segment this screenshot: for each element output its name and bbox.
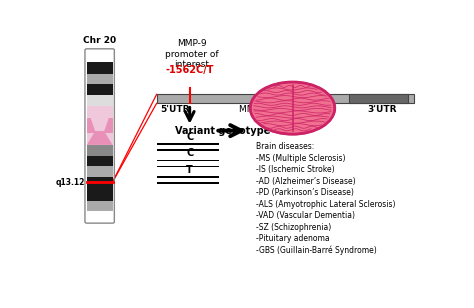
FancyBboxPatch shape	[87, 201, 112, 211]
FancyBboxPatch shape	[87, 74, 112, 84]
FancyBboxPatch shape	[87, 50, 112, 62]
Bar	[156, 165, 219, 168]
Text: 3'UTR: 3'UTR	[368, 104, 397, 114]
Text: T: T	[186, 165, 193, 175]
FancyBboxPatch shape	[87, 211, 112, 222]
Text: q13.12: q13.12	[55, 178, 85, 187]
FancyBboxPatch shape	[87, 84, 112, 95]
FancyBboxPatch shape	[87, 62, 112, 74]
Polygon shape	[87, 107, 112, 131]
FancyBboxPatch shape	[87, 188, 112, 201]
Polygon shape	[87, 131, 112, 145]
FancyBboxPatch shape	[87, 145, 112, 156]
Text: MMP-9 gene: MMP-9 gene	[239, 104, 294, 114]
Text: 5'UTR: 5'UTR	[160, 104, 190, 114]
FancyBboxPatch shape	[87, 118, 112, 133]
FancyBboxPatch shape	[87, 156, 112, 166]
FancyBboxPatch shape	[87, 95, 112, 106]
Bar	[156, 160, 219, 161]
FancyBboxPatch shape	[87, 177, 112, 188]
Text: C: C	[186, 132, 193, 142]
Bar	[156, 176, 219, 178]
FancyBboxPatch shape	[87, 166, 112, 177]
Text: -1562C/T: -1562C/T	[165, 65, 214, 75]
Bar	[156, 149, 219, 151]
Bar	[349, 94, 408, 103]
Text: Chr 20: Chr 20	[83, 36, 116, 45]
Bar	[156, 143, 219, 145]
Bar	[156, 182, 219, 184]
FancyBboxPatch shape	[87, 106, 112, 118]
Bar	[156, 94, 414, 103]
Text: Variant genotype: Variant genotype	[175, 126, 270, 136]
Text: MMP-9
promoter of
interest: MMP-9 promoter of interest	[164, 39, 219, 69]
FancyBboxPatch shape	[87, 133, 112, 145]
Ellipse shape	[250, 82, 335, 134]
Text: Brain diseases:
-MS (Multiple Sclerosis)
-IS (Ischemic Stroke)
-AD (Alzheimer’s : Brain diseases: -MS (Multiple Sclerosis)…	[256, 143, 395, 255]
Text: C: C	[186, 148, 193, 158]
